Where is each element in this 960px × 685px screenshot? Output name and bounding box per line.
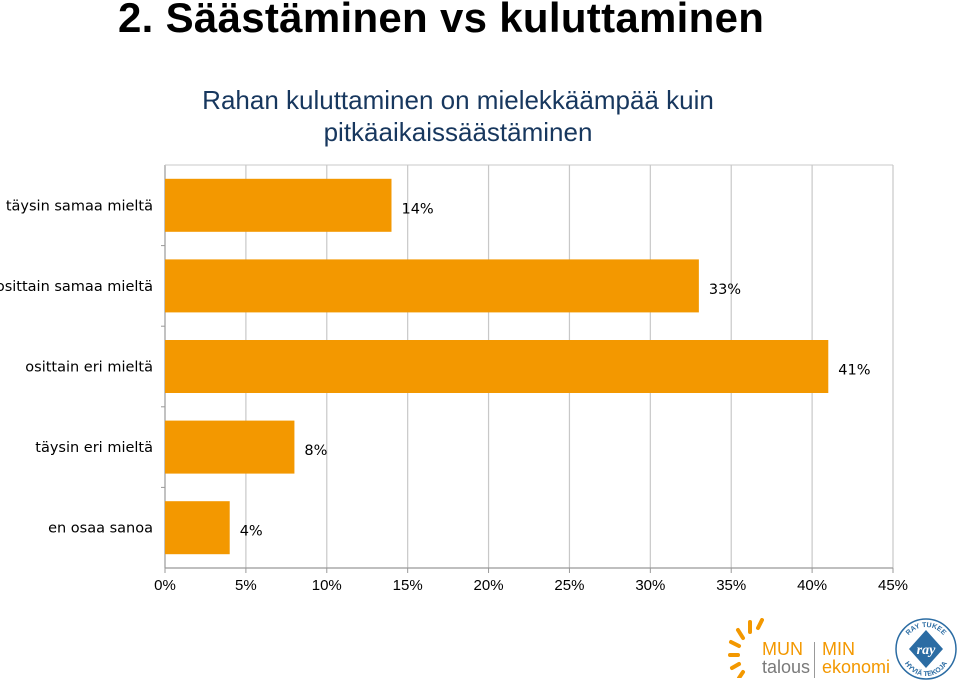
chart-title: Rahan kuluttaminen on mielekkäämpää kuin… — [0, 84, 916, 148]
category-label: en osaa sanoa — [48, 521, 153, 537]
brand-left: MUN talous — [762, 640, 810, 676]
brand-right: MIN ekonomi — [822, 640, 890, 676]
bar — [165, 420, 295, 474]
bar — [165, 178, 392, 232]
brand-min: MIN — [822, 639, 855, 659]
data-label: 4% — [240, 524, 263, 540]
category-label: täysin samaa mieltä — [6, 198, 153, 214]
bar — [165, 501, 230, 555]
x-tick-label: 45% — [878, 577, 908, 594]
data-label: 41% — [838, 363, 870, 379]
chart-title-line-2: pitkäaikaissäästäminen — [323, 117, 593, 147]
x-tick-label: 40% — [797, 577, 827, 594]
x-tick-label: 35% — [716, 577, 746, 594]
bar-chart: 0% 5% 10% 15% 20% 25% 30% 35% 40% 45% täysin samaa… — [0, 164, 908, 594]
category-label: osittain eri mieltä — [25, 360, 153, 376]
page-heading: 2. Säästäminen vs kuluttaminen — [118, 0, 765, 41]
x-tick-label: 30% — [635, 577, 665, 594]
category-label: täysin eri mieltä — [35, 440, 153, 456]
seal-center-text: ray — [917, 643, 936, 658]
data-label: 14% — [401, 201, 433, 217]
category-label: osittain samaa mieltä — [0, 279, 153, 295]
x-tick-label: 5% — [235, 577, 257, 594]
brand-mun: MUN — [762, 639, 803, 659]
chart-title-line-1: Rahan kuluttaminen on mielekkäämpää kuin — [202, 85, 714, 115]
x-tick-label: 0% — [154, 577, 176, 594]
brand-divider — [814, 642, 815, 678]
sunburst-logo-icon — [728, 618, 764, 678]
bar — [165, 259, 699, 313]
data-label: 8% — [304, 443, 327, 459]
brand-talous: talous — [762, 657, 811, 677]
data-label: 33% — [709, 282, 741, 298]
bar — [165, 340, 829, 393]
ray-seal-logo: RAY TUKEE HYVIÄ TEKOJA ray — [895, 618, 957, 680]
brand-ekonomi: ekonomi — [822, 657, 891, 677]
x-tick-label: 25% — [554, 577, 584, 594]
x-tick-label: 10% — [312, 577, 342, 594]
logos: MUN talous MIN ekonomi RAY TUKEE HYVIÄ T… — [726, 612, 960, 685]
x-tick-label: 20% — [474, 577, 504, 594]
x-tick-label: 15% — [393, 577, 423, 594]
